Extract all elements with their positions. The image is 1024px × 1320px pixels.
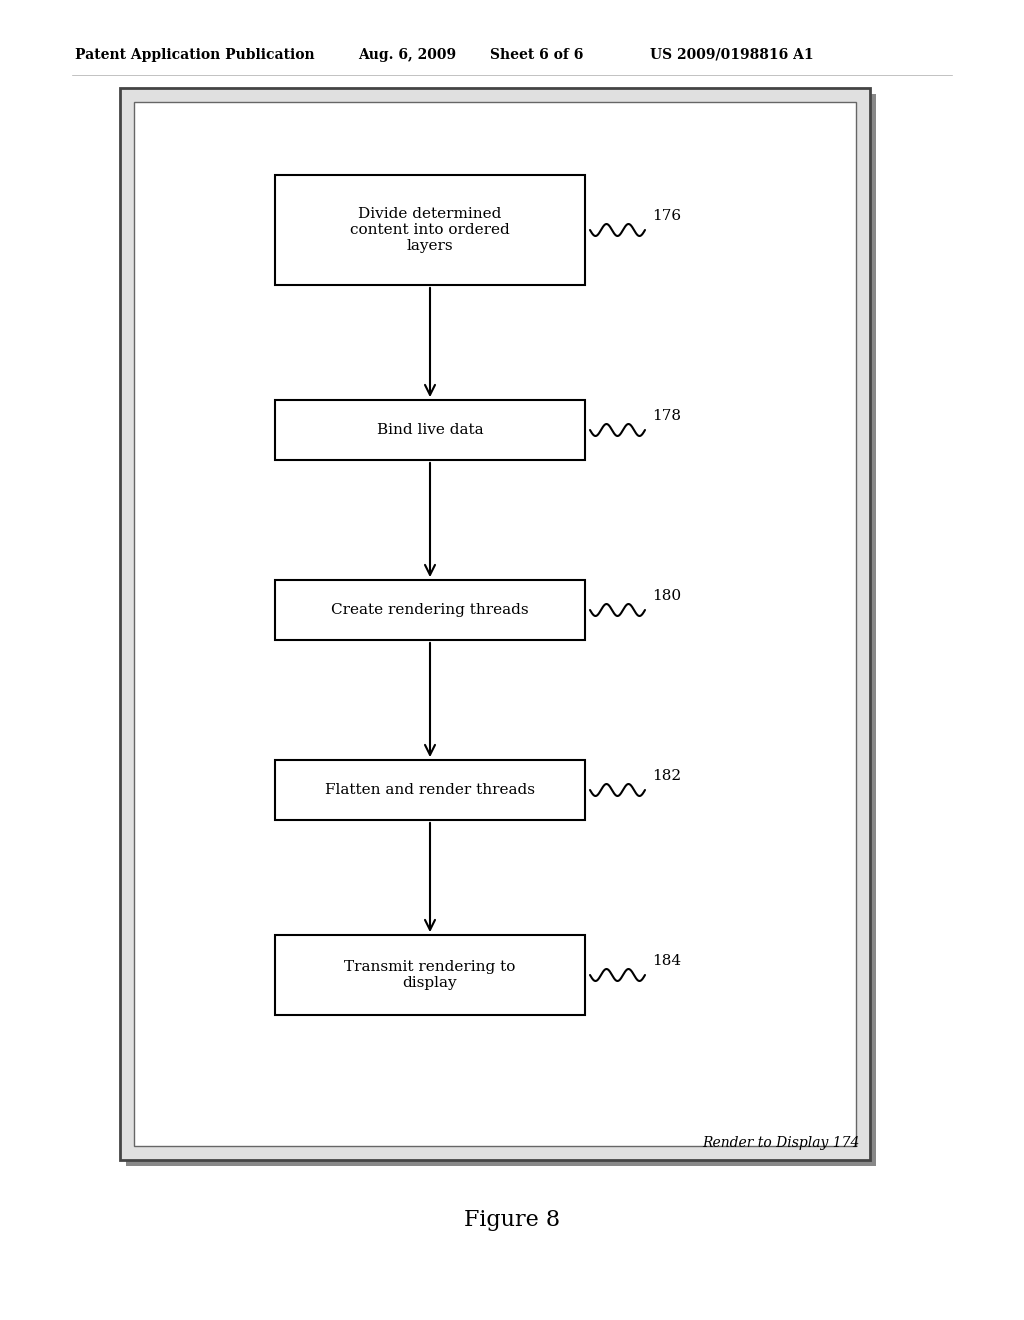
FancyBboxPatch shape bbox=[134, 102, 856, 1146]
Text: 176: 176 bbox=[652, 209, 681, 223]
Text: Figure 8: Figure 8 bbox=[464, 1209, 560, 1232]
Text: Create rendering threads: Create rendering threads bbox=[331, 603, 528, 616]
FancyBboxPatch shape bbox=[275, 176, 585, 285]
FancyBboxPatch shape bbox=[275, 579, 585, 640]
Text: US 2009/0198816 A1: US 2009/0198816 A1 bbox=[650, 48, 814, 62]
Text: 180: 180 bbox=[652, 589, 681, 603]
Text: Divide determined
content into ordered
layers: Divide determined content into ordered l… bbox=[350, 207, 510, 253]
FancyBboxPatch shape bbox=[120, 88, 870, 1160]
FancyBboxPatch shape bbox=[275, 935, 585, 1015]
Text: Transmit rendering to
display: Transmit rendering to display bbox=[344, 960, 516, 990]
FancyBboxPatch shape bbox=[126, 94, 876, 1166]
Text: Sheet 6 of 6: Sheet 6 of 6 bbox=[490, 48, 584, 62]
Text: 178: 178 bbox=[652, 409, 681, 422]
Text: Render to Display 174: Render to Display 174 bbox=[702, 1137, 860, 1150]
Text: Bind live data: Bind live data bbox=[377, 422, 483, 437]
Text: 184: 184 bbox=[652, 954, 681, 968]
Text: Flatten and render threads: Flatten and render threads bbox=[325, 783, 535, 797]
FancyBboxPatch shape bbox=[275, 400, 585, 459]
Text: Patent Application Publication: Patent Application Publication bbox=[75, 48, 314, 62]
FancyBboxPatch shape bbox=[275, 760, 585, 820]
Text: Aug. 6, 2009: Aug. 6, 2009 bbox=[358, 48, 456, 62]
Text: 182: 182 bbox=[652, 770, 681, 783]
